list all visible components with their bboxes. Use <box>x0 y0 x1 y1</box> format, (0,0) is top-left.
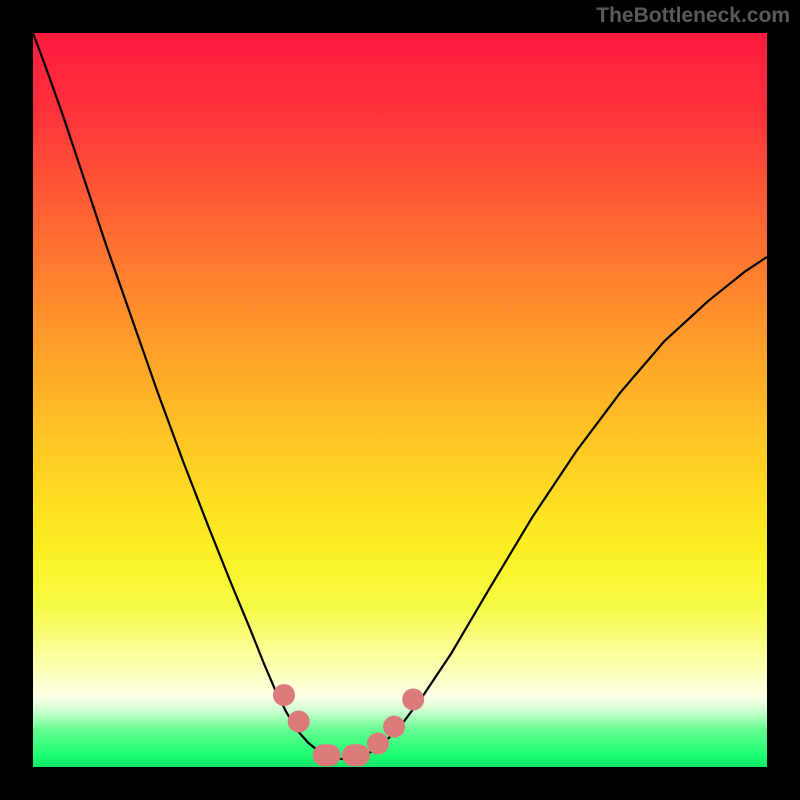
marker-point <box>383 716 405 738</box>
plot-background <box>33 33 767 767</box>
marker-point <box>402 688 424 710</box>
marker-point <box>313 744 341 766</box>
marker-point <box>288 710 310 732</box>
marker-point <box>273 684 295 706</box>
watermark-text: TheBottleneck.com <box>596 4 790 28</box>
marker-point <box>342 744 370 766</box>
marker-point <box>367 733 389 755</box>
